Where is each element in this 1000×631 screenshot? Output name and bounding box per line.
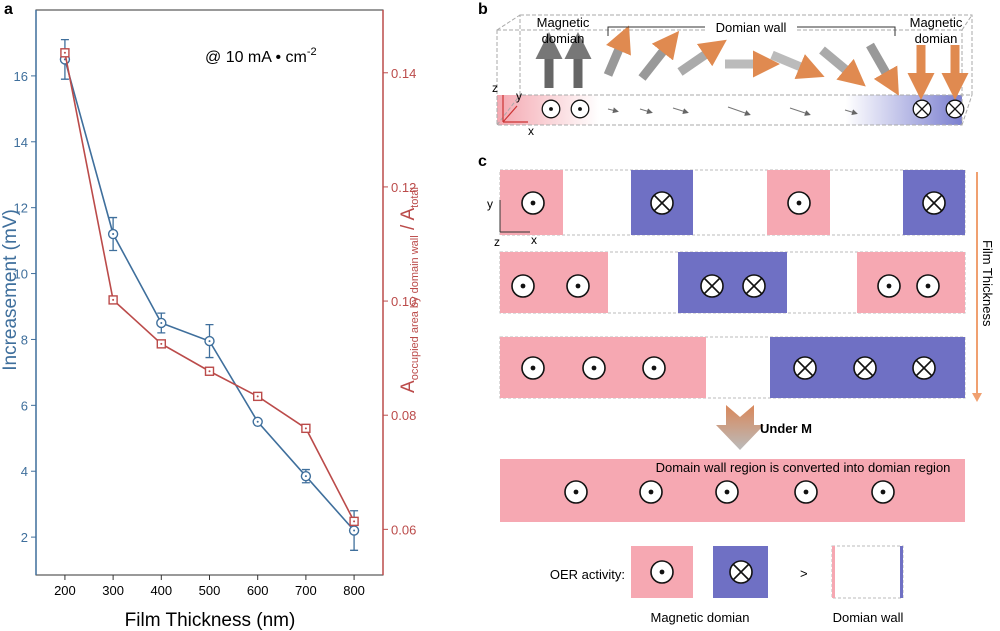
panel-b: b [478, 1, 973, 138]
y2-tick-label: 0.08 [391, 408, 416, 423]
panel-label: c [478, 153, 487, 170]
legend-wall [831, 545, 904, 599]
marker-dot [112, 233, 115, 236]
marker-dot [353, 529, 356, 532]
y-axis-label: Increasement (mV) [0, 209, 21, 371]
small-arrows [607, 106, 858, 116]
y-tick-label: 8 [21, 332, 28, 347]
axis-z: z [494, 235, 500, 249]
x-tick-label: 400 [150, 583, 172, 598]
x-axis-label: Film Thickness (nm) [125, 610, 296, 631]
x-tick-label: 800 [343, 583, 365, 598]
marker-dot [112, 298, 115, 301]
series-line [64, 52, 355, 522]
legend-domain-label: Magnetic domian [651, 610, 750, 625]
marker-dot [160, 342, 163, 345]
y2-label-sub2: total [409, 187, 421, 208]
y2-tick-label: 0.12 [391, 180, 416, 195]
axis-triad [499, 200, 530, 233]
annotation: @ 10 mA • cm-2 [205, 46, 317, 66]
panel-label: b [478, 1, 488, 18]
axis-y: y [516, 89, 522, 103]
axis-x: x [528, 124, 534, 138]
x-tick-label: 300 [102, 583, 124, 598]
y-tick-label: 14 [14, 135, 28, 150]
film-thickness-label: Film Thickness [980, 240, 995, 327]
axis-x: x [531, 233, 537, 247]
marker-dot [63, 51, 66, 54]
y-tick-label: 6 [21, 398, 28, 413]
x-tick-label: 600 [247, 583, 269, 598]
y-tick-label: 16 [14, 69, 28, 84]
annotation-text: @ 10 mA • cm [205, 49, 307, 66]
marker-dot [160, 321, 163, 324]
domain-stripe [497, 95, 962, 125]
domain-label: domian [542, 31, 585, 46]
under-m-label: Under M [760, 421, 812, 436]
x-tick-label: 700 [295, 583, 317, 598]
y-tick-label: 4 [21, 464, 28, 479]
oer-label: OER activity: [550, 567, 625, 582]
y2-tick-label: 0.10 [391, 294, 416, 309]
series-line [64, 59, 355, 532]
annotation-sup: -2 [307, 46, 317, 58]
y2-label-main: A [398, 380, 419, 393]
y2-label-main2: / A [398, 208, 419, 236]
marker-dot [304, 427, 307, 430]
marker-dot [256, 420, 259, 423]
y-tick-label: 10 [14, 267, 28, 282]
domain-label: Magnetic [537, 15, 590, 30]
spin-arrows [535, 25, 969, 100]
under-m-arrow [716, 405, 764, 450]
marker-dot [208, 340, 211, 343]
marker-dot [208, 370, 211, 373]
panel-c: c y z x Film Thickness Under M [478, 153, 995, 625]
y2-tick-label: 0.14 [391, 66, 416, 81]
legend-wall-label: Domian wall [833, 610, 904, 625]
axis-z: z [492, 81, 498, 95]
y-tick-label: 2 [21, 530, 28, 545]
axis-triad [502, 95, 528, 123]
domain-label: Magnetic [910, 15, 963, 30]
axis-y: y [487, 197, 493, 211]
x-tick-label: 500 [199, 583, 221, 598]
marker-dot [353, 520, 356, 523]
y2-axis-label: Aoccupied area by domain wall / Atotal [398, 187, 421, 393]
wall-label: Domian wall [716, 20, 787, 35]
chart: a @ 10 mA • cm-2 Film Thickness (nm) Inc… [0, 1, 421, 631]
converted-label: Domain wall region is converted into dom… [656, 460, 951, 475]
plot-frame [35, 9, 384, 576]
greater-sign: > [800, 566, 808, 581]
y-tick-label: 12 [14, 201, 28, 216]
marker-dot [304, 475, 307, 478]
y2-tick-label: 0.06 [391, 522, 416, 537]
domain-label: domian [915, 31, 958, 46]
y2-label-sub: occupied area by domain wall [409, 235, 421, 380]
marker-dot [256, 395, 259, 398]
x-tick-label: 200 [54, 583, 76, 598]
panel-label: a [4, 1, 13, 18]
